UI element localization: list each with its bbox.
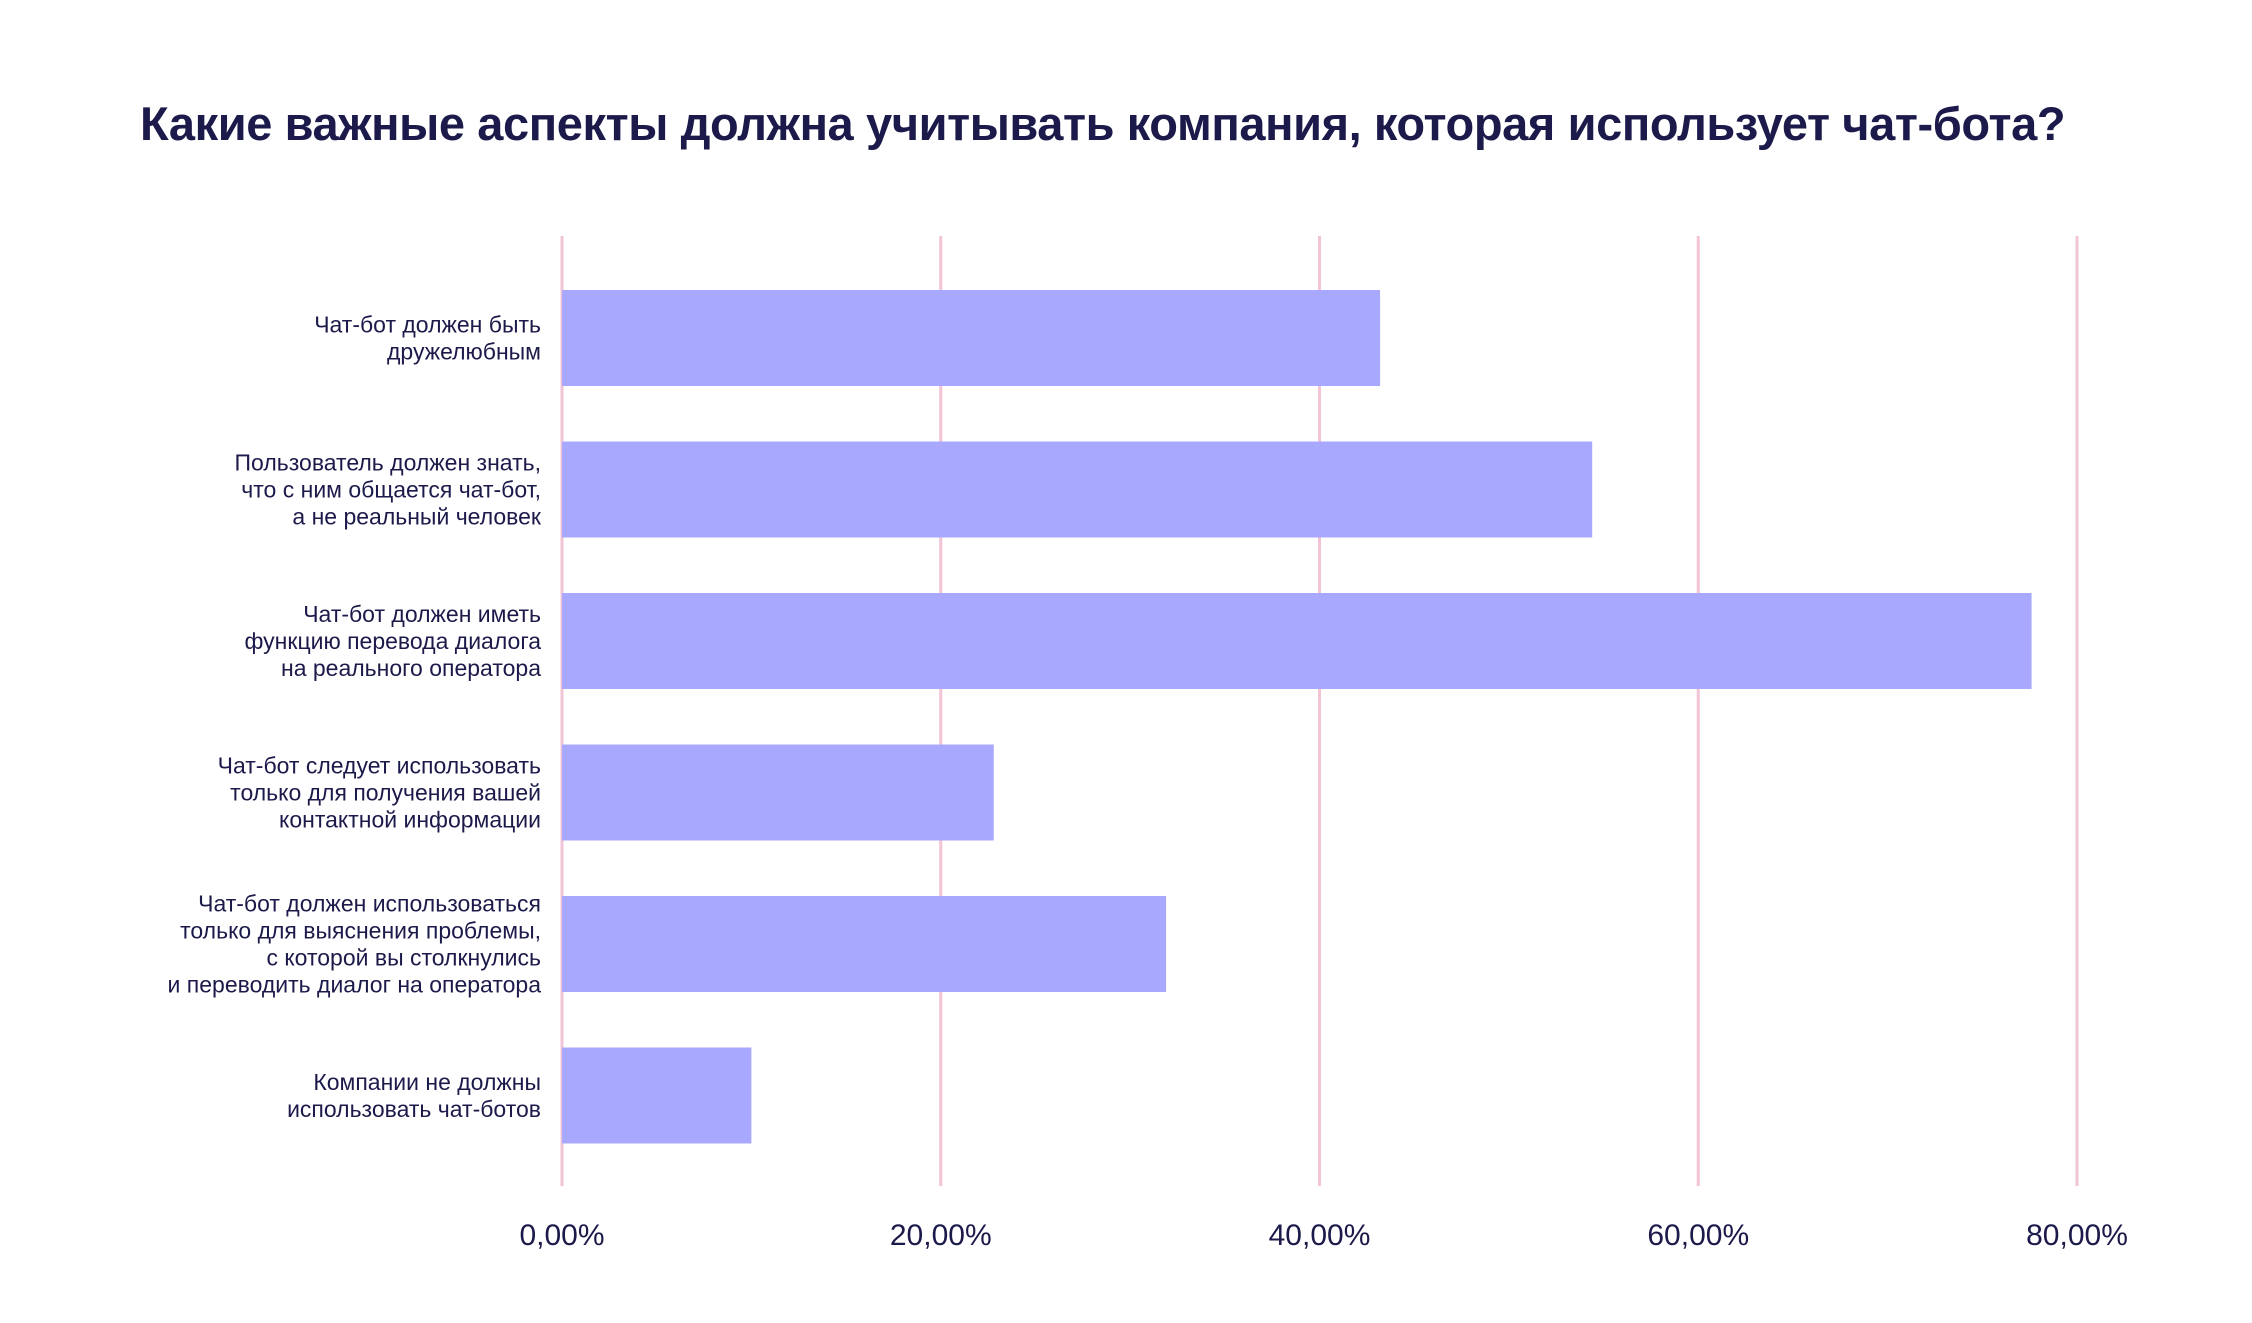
bar [562, 290, 1381, 386]
x-axis-ticks: 0,00% 20,00% 40,00% 60,00% 80,00% [519, 1219, 2127, 1252]
category-label: Чат-бот должен быть [314, 312, 541, 338]
category-label: Чат-бот должен использоваться [198, 891, 541, 917]
x-tick-label: 0,00% [519, 1219, 604, 1252]
category-label: с которой вы столкнулись [266, 945, 541, 971]
category-label: функцию перевода диалога [245, 628, 542, 654]
bar [562, 896, 1167, 992]
bar [562, 744, 994, 841]
category-label: Чат-бот следует использовать [218, 753, 541, 779]
category-label: Чат-бот должен иметь [303, 601, 541, 627]
gridlines [560, 236, 2079, 1186]
x-tick-label: 60,00% [1647, 1219, 1749, 1252]
bars [562, 290, 2032, 1144]
category-label: использовать чат-ботов [287, 1096, 541, 1122]
x-tick-label: 80,00% [2026, 1219, 2128, 1252]
category-label: а не реальный человек [292, 504, 542, 530]
category-label: контактной информации [279, 807, 541, 833]
bar [562, 441, 1593, 538]
category-label: только для получения вашей [230, 780, 541, 806]
category-label: Компании не должны [313, 1069, 541, 1095]
category-label: Пользователь должен знать, [235, 450, 541, 476]
x-tick-label: 40,00% [1269, 1219, 1371, 1252]
x-tick-label: 20,00% [890, 1219, 992, 1252]
category-label: и переводить диалог на оператора [168, 972, 542, 998]
category-label: что с ним общается чат-бот, [241, 477, 541, 503]
bar [562, 593, 2032, 689]
category-label: дружелюбным [387, 339, 541, 365]
chart-title: Какие важные аспекты должна учитывать ко… [140, 97, 2066, 150]
bar [562, 1047, 752, 1144]
category-label: только для выяснения проблемы, [180, 918, 541, 944]
category-label: на реального оператора [281, 655, 541, 681]
